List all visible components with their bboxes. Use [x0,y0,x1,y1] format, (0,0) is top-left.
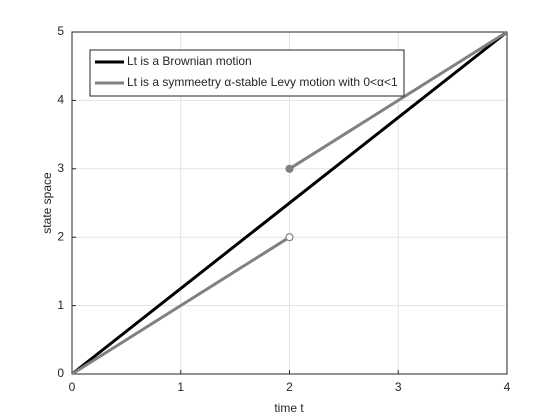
x-tick-label: 3 [395,380,402,394]
y-tick-label: 0 [57,366,64,380]
legend-label: Lt is a symmeetry α-stable Levy motion w… [127,75,398,89]
x-tick-label: 1 [177,380,184,394]
y-tick-label: 3 [57,161,64,175]
y-tick-label: 1 [57,298,64,312]
legend-label: Lt is a Brownian motion [127,54,252,68]
legend: Lt is a Brownian motion Lt is a symmeetry… [89,49,405,97]
x-tick-label: 0 [69,380,76,394]
series-line [71,30,508,376]
jump-marker [285,233,294,242]
x-axis-label: time t [274,401,304,415]
y-tick-label: 5 [57,24,64,38]
y-tick-label: 2 [57,229,64,243]
x-tick-label: 4 [504,380,511,394]
jump-marker [285,164,294,173]
legend-box [89,49,405,97]
axes-box [71,31,508,375]
x-tick-label: 2 [286,380,293,394]
y-axis-label: state space [40,172,54,234]
series-line [71,30,508,376]
y-tick-label: 4 [57,93,64,107]
